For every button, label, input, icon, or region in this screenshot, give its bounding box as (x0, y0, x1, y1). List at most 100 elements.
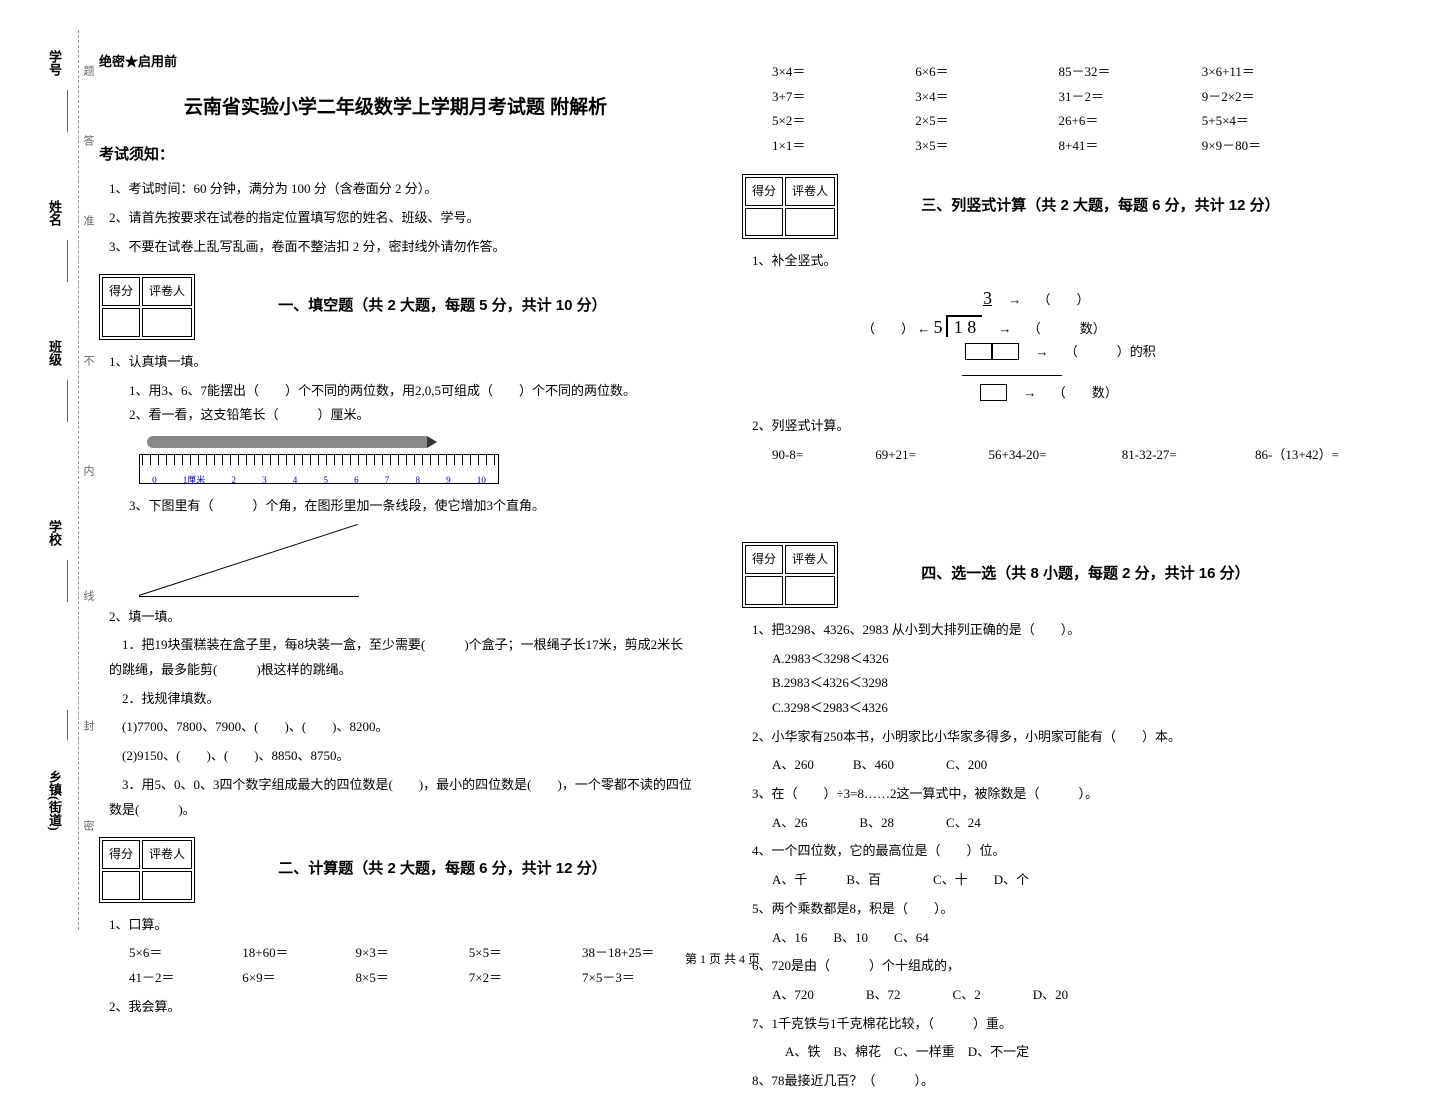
score-box: 得分 评卷人 (742, 542, 838, 608)
bind-line: _______ (65, 240, 80, 282)
arrow-icon: → (986, 321, 1025, 336)
arrow-icon: ← (917, 321, 930, 336)
s4-q2: 2、小华家有250本书，小明家比小华家多得多，小明家可能有（ ）本。 (752, 725, 1405, 750)
notice-label: 考试须知： (99, 141, 692, 170)
bind-line: _______ (65, 90, 80, 132)
q2-2b: (2)9150、( )、( )、8850、8750。 (109, 744, 692, 769)
s4-q3o: A、26 B、28 C、24 (772, 811, 1405, 836)
section-3-header: 得分 评卷人 三、列竖式计算（共 2 大题，每题 6 分，共计 12 分） (742, 174, 1405, 240)
columns: 绝密★启用前 云南省实验小学二年级数学上学期月考试题 附解析 考试须知： 1、考… (89, 30, 1415, 930)
ruler-image: 0 1厘米 2 3 4 5 6 7 8 9 10 (139, 436, 499, 486)
s4-q1: 1、把3298、4326、2983 从小到大排列正确的是（ ）。 (752, 618, 1405, 643)
s4-q6o: A、720 B、72 C、2 D、20 (772, 983, 1405, 1008)
bind-instr: 准 (80, 215, 96, 226)
page-container: 学号 _______ 题 答 姓名 _______ 准 班级 _______ 不… (0, 0, 1445, 940)
q1: 1、认真填一填。 (109, 350, 692, 375)
grader-col: 评卷人 (142, 277, 192, 306)
s4-q1a: A.2983＜3298＜4326 (772, 647, 1405, 672)
s4-q3: 3、在（ ）÷3=8……2这一算式中，被除数是（ ）。 (752, 782, 1405, 807)
s4-q5: 5、两个乘数都是8，积是（ ）。 (752, 897, 1405, 922)
bind-field-school: 学校 (45, 520, 64, 546)
s4-q8: 8、78最接近几百？（ ）。 (752, 1069, 1405, 1094)
q1-1: 1、用3、6、7能摆出（ ）个不同的两位数，用2,0,5可组成（ ）个不同的两位… (129, 379, 692, 404)
s2-q2: 2、我会算。 (109, 995, 692, 1020)
section-4-header: 得分 评卷人 四、选一选（共 8 小题，每题 2 分，共计 16 分） (742, 542, 1405, 608)
s4-q1b: B.2983＜4326＜3298 (772, 671, 1405, 696)
s4-q6: 6、720是由（ ）个十组成的， (752, 954, 1405, 979)
section-3-title: 三、列竖式计算（共 2 大题，每题 6 分，共计 12 分） (921, 192, 1279, 221)
calc-row: 1×1＝ 3×5＝ 8+41＝ 9×9－80＝ (772, 134, 1405, 159)
bind-instr: 封 (80, 720, 96, 731)
s4-q7: 7、1千克铁与1千克棉花比较，（ ）重。 (752, 1012, 1405, 1037)
s4-q4o: A、千 B、百 C、十 D、个 (772, 868, 1405, 893)
s4-q7o: A、铁 B、棉花 C、一样重 D、不一定 (772, 1040, 1405, 1065)
box-icon (980, 384, 1007, 401)
q2-2a: (1)7700、7800、7900、( )、( )、8200。 (109, 715, 692, 740)
notice-item: 2、请首先按要求在试卷的指定位置填写您的姓名、班级、学号。 (109, 206, 692, 231)
box-icon (965, 343, 992, 360)
calc-row: 3+7＝ 3×4＝ 31－2＝ 9－2×2＝ (772, 85, 1405, 110)
ruler-numbers: 0 1厘米 2 3 4 5 6 7 8 9 10 (139, 472, 499, 489)
bind-field-name: 姓名 (45, 200, 64, 226)
bind-field-id: 学号 (45, 50, 64, 76)
long-division-diagram: 3 → （ ） （ ） ← 5 1 8 → （ 数） → （ (862, 284, 1405, 404)
arrow-icon: → (995, 292, 1034, 307)
confidential-label: 绝密★启用前 (99, 50, 692, 75)
s3-q2: 2、列竖式计算。 (752, 414, 1405, 439)
grader-col: 评卷人 (142, 840, 192, 869)
s2-q1: 1、口算。 (109, 913, 692, 938)
binding-margin: 学号 _______ 题 答 姓名 _______ 准 班级 _______ 不… (30, 30, 79, 930)
score-box: 得分 评卷人 (99, 837, 195, 903)
pencil-icon (147, 436, 427, 448)
bind-line: _______ (65, 560, 80, 602)
arrow-icon: → (1011, 385, 1050, 400)
q1-3: 3、下图里有（ ）个角，在图形里加一条线段，使它增加3个直角。 (129, 494, 692, 519)
score-col: 得分 (745, 545, 783, 574)
q2-1: 1．把19块蛋糕装在盒子里，每8块装一盒，至少需要( )个盒子；一根绳子长17米… (109, 633, 692, 682)
bind-line: _______ (65, 380, 80, 422)
s4-q1c: C.3298＜2983＜4326 (772, 696, 1405, 721)
score-col: 得分 (102, 840, 140, 869)
q2-3: 3．用5、0、0、3四个数字组成最大的四位数是( )，最小的四位数是( )，一个… (109, 773, 692, 822)
bind-instr: 答 (80, 135, 96, 146)
section-4-title: 四、选一选（共 8 小题，每题 2 分，共计 16 分） (921, 560, 1249, 589)
bind-line: _____ (65, 710, 80, 740)
s3-q1: 1、补全竖式。 (752, 249, 1405, 274)
bind-field-town: 乡镇(街道) (45, 770, 64, 831)
s4-q2o: A、260 B、460 C、200 (772, 753, 1405, 778)
calc-row: 90-8= 69+21= 56+34-20= 81-32-27= 86-（13+… (772, 443, 1405, 468)
bind-instr: 密 (80, 820, 96, 831)
calc-row: 3×4＝ 6×6＝ 85－32＝ 3×6+11＝ (772, 60, 1405, 85)
q2-2: 2．找规律填数。 (109, 687, 692, 712)
calc-row: 41－2＝ 6×9＝ 8×5＝ 7×2＝ 7×5－3＝ (129, 966, 692, 991)
bind-instr: 内 (80, 465, 96, 476)
section-1-header: 得分 评卷人 一、填空题（共 2 大题，每题 5 分，共计 10 分） (99, 274, 692, 340)
bind-instr: 线 (80, 590, 96, 601)
left-column: 绝密★启用前 云南省实验小学二年级数学上学期月考试题 附解析 考试须知： 1、考… (89, 30, 702, 930)
section-1-title: 一、填空题（共 2 大题，每题 5 分，共计 10 分） (278, 292, 606, 321)
bind-instr: 不 (80, 355, 96, 366)
bind-field-class: 班级 (45, 340, 64, 366)
bind-instr: 题 (80, 65, 96, 76)
s4-q5o: A、16 B、10 C、64 (772, 926, 1405, 951)
score-col: 得分 (745, 177, 783, 206)
section-2-header: 得分 评卷人 二、计算题（共 2 大题，每题 6 分，共计 12 分） (99, 837, 692, 903)
calc-row: 5×2＝ 2×5＝ 26+6＝ 5+5×4＝ (772, 109, 1405, 134)
q1-2: 2、看一看，这支铅笔长（ ）厘米。 (129, 403, 692, 428)
right-column: 3×4＝ 6×6＝ 85－32＝ 3×6+11＝ 3+7＝ 3×4＝ 31－2＝… (732, 30, 1415, 930)
grader-col: 评卷人 (785, 177, 835, 206)
angle-image (139, 527, 359, 597)
grader-col: 评卷人 (785, 545, 835, 574)
calc-row: 5×6＝ 18+60＝ 9×3＝ 5×5＝ 38－18+25＝ (129, 941, 692, 966)
section-2-title: 二、计算题（共 2 大题，每题 6 分，共计 12 分） (278, 855, 606, 884)
arrow-icon: → (1023, 344, 1062, 359)
score-col: 得分 (102, 277, 140, 306)
score-box: 得分 评卷人 (742, 174, 838, 240)
notice-item: 3、不要在试卷上乱写乱画，卷面不整洁扣 2 分，密封线外请勿作答。 (109, 235, 692, 260)
exam-title: 云南省实验小学二年级数学上学期月考试题 附解析 (99, 90, 692, 126)
notice-item: 1、考试时间：60 分钟，满分为 100 分（含卷面分 2 分）。 (109, 177, 692, 202)
q2: 2、填一填。 (109, 605, 692, 630)
s4-q4: 4、一个四位数，它的最高位是（ ）位。 (752, 839, 1405, 864)
score-box: 得分 评卷人 (99, 274, 195, 340)
box-icon (992, 343, 1019, 360)
